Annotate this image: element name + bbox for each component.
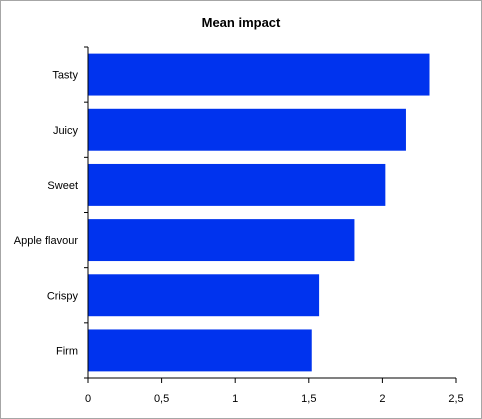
- x-tick-label: 0: [85, 393, 91, 405]
- plot-area: Tasty Juicy Sweet Apple flavour Crispy Firm 0 0…: [14, 46, 464, 405]
- bar-sweet: [88, 163, 386, 206]
- bar-apple-flavour: [88, 219, 355, 262]
- x-tick-label: 2,5: [448, 393, 463, 405]
- category-label: Juicy: [53, 125, 79, 137]
- category-label: Apple flavour: [14, 235, 79, 247]
- bar-juicy: [88, 108, 406, 151]
- category-label: Sweet: [47, 180, 78, 192]
- category-label: Firm: [56, 345, 78, 357]
- bar-firm: [88, 329, 312, 372]
- bar-tasty: [88, 53, 430, 96]
- x-tick-label: 2: [379, 393, 385, 405]
- category-label: Crispy: [47, 290, 79, 302]
- x-tick-label: 1: [232, 393, 238, 405]
- category-label: Tasty: [52, 70, 78, 82]
- chart-title: Mean impact: [202, 15, 281, 30]
- x-tick-label: 1,5: [301, 393, 316, 405]
- bar-crispy: [88, 274, 320, 317]
- x-tick-label: 0,5: [154, 393, 169, 405]
